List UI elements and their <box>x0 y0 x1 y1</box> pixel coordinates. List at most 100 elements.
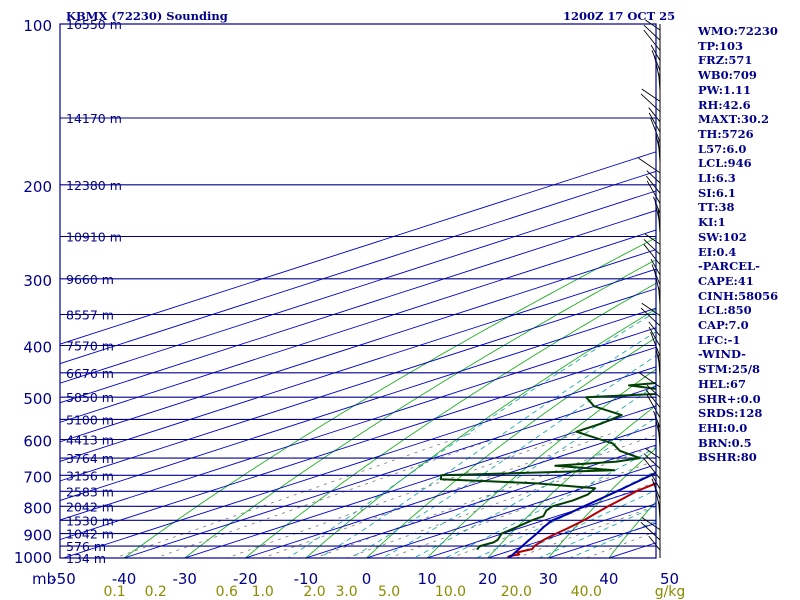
pressure-tick-label: 200 <box>23 178 52 196</box>
mixing-ratio-label: 20.0 <box>501 584 532 600</box>
sounding-index: TP:103 <box>698 38 744 53</box>
wind-barb <box>657 208 661 235</box>
mixing-ratio-line <box>225 431 583 558</box>
wind-barb <box>657 140 661 163</box>
wind-barb <box>646 180 661 204</box>
sounding-index: SRDS:128 <box>698 406 763 421</box>
skewed-isotherm <box>60 170 656 365</box>
wind-barb <box>648 321 661 337</box>
height-label: 16550 m <box>66 17 122 32</box>
height-label: 10910 m <box>66 230 122 245</box>
mixing-ratio-line <box>313 434 656 558</box>
skewed-isotherm <box>60 288 656 482</box>
pressure-axis-unit: mb <box>32 570 56 588</box>
mixing-ratio-label: 10.0 <box>435 584 466 600</box>
wind-barb <box>643 239 661 255</box>
skewed-isotherm <box>60 346 656 541</box>
sounding-index: STM:25/8 <box>698 362 761 377</box>
moist-adiabat <box>349 355 656 558</box>
dry-adiabat <box>487 404 656 558</box>
wind-barb <box>648 535 661 551</box>
pressure-tick-label: 400 <box>23 339 52 357</box>
skewed-isotherm <box>60 268 656 462</box>
sounding-index: -WIND- <box>698 347 746 362</box>
wind-barb <box>641 517 661 531</box>
wind-barb <box>650 117 661 143</box>
wind-barb <box>643 24 661 41</box>
skewed-isotherm <box>60 190 656 384</box>
temperature-tick-label: 30 <box>539 570 558 588</box>
sounding-index: HEL:67 <box>698 376 746 391</box>
skewed-isotherm <box>60 249 656 443</box>
height-label: 3156 m <box>66 468 114 483</box>
temperature-tick-label: 20 <box>478 570 497 588</box>
wind-barb <box>645 175 661 194</box>
height-label: 1530 m <box>66 513 114 528</box>
wind-barb <box>650 332 661 357</box>
wind-barb <box>640 307 661 327</box>
wind-barb <box>648 107 661 123</box>
sounding-index: -PARCEL- <box>698 259 760 274</box>
chart-title: KBMX (72230) Sounding <box>66 9 228 23</box>
skewed-isotherm <box>60 229 656 423</box>
sounding-index: WMO:72230 <box>698 24 778 38</box>
wind-barb <box>648 326 661 347</box>
sounding-index: TT:38 <box>698 200 735 215</box>
pressure-tick-label: 700 <box>23 468 52 486</box>
sounding-index: MAXT:30.2 <box>698 112 769 127</box>
pressure-tick-label: 800 <box>23 499 52 517</box>
wind-barb <box>646 170 661 184</box>
moist-adiabat <box>318 331 656 558</box>
sounding-index: TH:5726 <box>698 126 754 141</box>
height-label: 4413 m <box>66 433 114 448</box>
height-label: 5850 m <box>66 390 114 405</box>
height-label: 7570 m <box>66 339 114 354</box>
mixing-ratio-label: 0.6 <box>216 584 238 600</box>
wind-barb <box>644 447 661 459</box>
wind-barbs <box>638 19 661 558</box>
moist-adiabat <box>537 506 656 558</box>
height-label: 12380 m <box>66 178 122 193</box>
height-label: 8557 m <box>66 308 114 323</box>
sounding-indices-panel: WMO:72230 TP:103 FRZ:571 WB0:709 PW:1.11 RH:4… <box>698 24 798 465</box>
height-label: 14170 m <box>66 111 122 126</box>
sounding-index: PW:1.11 <box>698 82 752 97</box>
pressure-tick-label: 300 <box>23 272 52 290</box>
moist-adiabat <box>412 417 656 558</box>
pressure-tick-label: 900 <box>23 527 52 545</box>
skewed-isotherm <box>304 444 656 558</box>
mixing-ratio-label: 0.1 <box>103 584 125 600</box>
height-label: 576 m <box>66 539 106 554</box>
mixing-ratio-label: 1.0 <box>252 584 274 600</box>
moist-adiabat <box>444 446 656 558</box>
temperature-tick-label: -40 <box>112 570 137 588</box>
pressure-tick-label: 600 <box>23 433 52 451</box>
wind-barb <box>640 521 661 541</box>
dewpoint-line <box>440 382 656 551</box>
pressure-tick-label: 1000 <box>14 549 52 567</box>
dry-adiabat <box>123 237 656 558</box>
dry-adiabat <box>183 259 656 558</box>
temperature-tick-label: -30 <box>172 570 197 588</box>
mixing-ratio-label: 5.0 <box>378 584 400 600</box>
temperature-tick-label: -50 <box>51 570 76 588</box>
skewed-isotherm <box>365 464 656 558</box>
pressure-tick-label: 100 <box>23 17 52 35</box>
mixing-ratio-line <box>585 531 656 558</box>
sounding-index: KI:1 <box>698 215 726 230</box>
wind-barb <box>657 354 661 377</box>
dry-adiabats <box>123 237 656 558</box>
wind-barb <box>657 422 661 449</box>
height-label: 2583 m <box>66 484 114 499</box>
temperature-tick-label: -20 <box>233 570 258 588</box>
wind-barb <box>643 458 661 480</box>
pressure-tick-label: 500 <box>23 390 52 408</box>
wind-barb <box>643 453 661 469</box>
mixing-ratio-unit: g/kg <box>655 584 686 600</box>
wind-barb <box>653 196 661 214</box>
sounding-index: BSHR:80 <box>698 450 757 465</box>
temperature-tick-label: 50 <box>660 570 679 588</box>
mixing-ratio-line <box>449 481 656 558</box>
skewed-isotherm <box>60 151 656 345</box>
